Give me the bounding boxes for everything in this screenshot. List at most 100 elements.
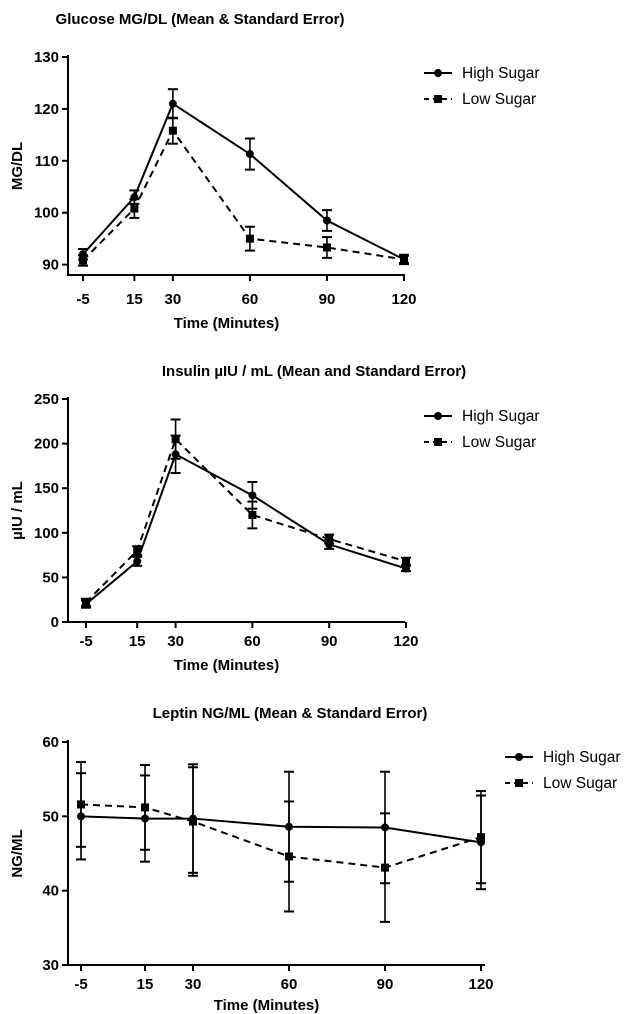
- data-point: [322, 243, 331, 252]
- legend-label: High Sugar: [462, 408, 540, 425]
- x-tick-label: 90: [319, 291, 336, 308]
- legend-marker: [434, 95, 442, 103]
- chart-title: Leptin NG/ML (Mean & Standard Error): [153, 705, 428, 722]
- series-line: [85, 452, 407, 605]
- data-point: [77, 800, 85, 809]
- legend-item: High Sugar: [424, 65, 540, 82]
- y-axis-label: MG/DL: [9, 142, 26, 190]
- x-tick-label: 30: [167, 633, 184, 650]
- y-tick-label: 100: [34, 525, 59, 542]
- x-axis-label: Time (Minutes): [174, 657, 280, 674]
- y-tick-label: 130: [34, 49, 59, 66]
- data-point: [381, 863, 389, 872]
- data-point: [245, 150, 254, 159]
- legend-marker: [434, 412, 442, 420]
- legend-marker: [434, 438, 442, 446]
- y-tick-label: 90: [42, 257, 59, 274]
- x-tick-label: 15: [129, 633, 146, 650]
- data-point: [171, 435, 180, 444]
- chart-panel-2: Insulin µIU / mL (Mean and Standard Erro…: [9, 363, 540, 674]
- data-point: [168, 126, 177, 135]
- x-tick-label: 30: [165, 291, 182, 308]
- x-tick-label: 30: [185, 976, 202, 993]
- y-tick-label: 110: [35, 153, 59, 170]
- x-tick-label: 15: [137, 976, 154, 993]
- x-tick-label: 90: [377, 976, 394, 993]
- legend-label: High Sugar: [543, 749, 621, 766]
- series-line: [82, 128, 405, 262]
- x-tick-label: 60: [242, 291, 259, 308]
- series-high-sugar: [81, 434, 411, 609]
- y-tick-label: 250: [34, 391, 59, 408]
- y-tick-label: 50: [42, 808, 59, 825]
- series-high-sugar: [78, 88, 409, 265]
- legend-marker: [434, 69, 442, 77]
- x-axis-label: Time (Minutes): [174, 315, 280, 332]
- legend-label: Low Sugar: [462, 91, 536, 108]
- data-point: [402, 557, 410, 566]
- data-point: [168, 99, 177, 108]
- x-tick-label: 90: [321, 633, 338, 650]
- y-tick-label: 30: [42, 957, 59, 974]
- legend-marker: [515, 779, 523, 787]
- data-point: [133, 546, 142, 555]
- y-tick-label: 100: [34, 205, 59, 222]
- x-tick-label: 120: [468, 976, 493, 993]
- data-point: [130, 204, 139, 213]
- x-tick-label: 60: [281, 976, 298, 993]
- data-point: [248, 510, 257, 519]
- chart-title: Insulin µIU / mL (Mean and Standard Erro…: [162, 363, 466, 380]
- x-tick-label: -5: [79, 633, 92, 650]
- legend-marker: [515, 753, 523, 761]
- y-tick-label: 0: [51, 614, 59, 631]
- y-tick-label: 200: [34, 436, 59, 453]
- legend-item: Low Sugar: [424, 434, 536, 451]
- data-point: [248, 491, 257, 500]
- data-point: [189, 817, 197, 826]
- data-point: [402, 564, 410, 573]
- legend: High Sugar Low Sugar: [505, 749, 621, 792]
- y-tick-label: 120: [34, 101, 59, 118]
- series-line: [80, 803, 482, 869]
- data-point: [245, 234, 254, 243]
- y-axis-label: µIU / mL: [9, 481, 26, 540]
- chart-panel-3: Leptin NG/ML (Mean & Standard Error) 30 40…: [9, 705, 621, 1014]
- x-axis-label: Time (Minutes): [214, 997, 320, 1014]
- data-point: [141, 803, 149, 812]
- series-line: [85, 437, 407, 604]
- data-point: [79, 256, 87, 265]
- series-low-sugar: [81, 418, 411, 607]
- data-point: [325, 535, 334, 544]
- data-point: [285, 852, 293, 861]
- x-tick-label: -5: [76, 291, 89, 308]
- chart-panel-1: Glucose MG/DL (Mean & Standard Error) 90 1…: [9, 11, 540, 332]
- legend: High Sugar Low Sugar: [424, 408, 540, 451]
- series-low-sugar: [78, 116, 409, 267]
- y-tick-label: 60: [42, 734, 59, 751]
- y-axis-label: NG/ML: [9, 829, 26, 877]
- y-tick-label: 150: [34, 480, 59, 497]
- y-tick-label: 40: [42, 883, 59, 900]
- x-tick-label: 120: [391, 291, 416, 308]
- series-line: [82, 102, 405, 261]
- legend-label: Low Sugar: [543, 775, 617, 792]
- y-tick-label: 50: [42, 569, 59, 586]
- data-point: [477, 833, 485, 842]
- legend-item: Low Sugar: [505, 775, 617, 792]
- legend-item: Low Sugar: [424, 91, 536, 108]
- legend: High Sugar Low Sugar: [424, 65, 540, 108]
- series-high-sugar: [76, 763, 486, 891]
- series-line: [80, 815, 482, 844]
- x-tick-label: 15: [126, 291, 143, 308]
- legend-item: High Sugar: [505, 749, 621, 766]
- x-tick-label: -5: [74, 976, 87, 993]
- legend-item: High Sugar: [424, 408, 540, 425]
- data-point: [400, 255, 408, 264]
- x-tick-label: 60: [244, 633, 261, 650]
- legend-label: Low Sugar: [462, 434, 536, 451]
- x-tick-label: 120: [393, 633, 418, 650]
- data-point: [133, 557, 142, 566]
- data-point: [322, 216, 331, 225]
- chart-title: Glucose MG/DL (Mean & Standard Error): [56, 11, 345, 28]
